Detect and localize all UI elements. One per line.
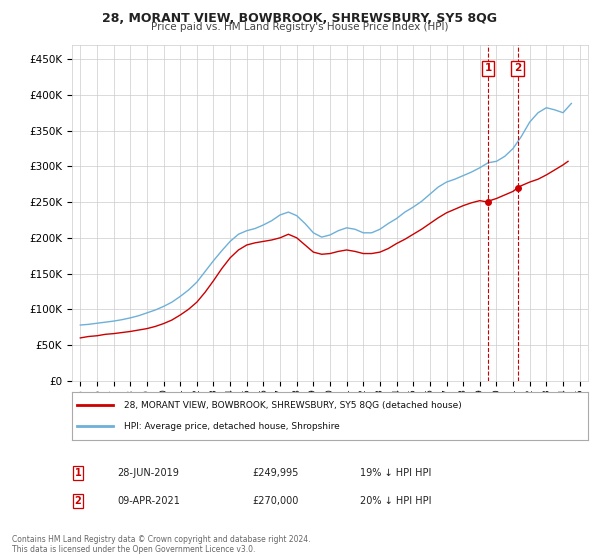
Text: 28, MORANT VIEW, BOWBROOK, SHREWSBURY, SY5 8QG: 28, MORANT VIEW, BOWBROOK, SHREWSBURY, S… — [103, 12, 497, 25]
Text: £270,000: £270,000 — [252, 496, 298, 506]
Text: £249,995: £249,995 — [252, 468, 298, 478]
Text: Price paid vs. HM Land Registry's House Price Index (HPI): Price paid vs. HM Land Registry's House … — [151, 22, 449, 32]
Text: 1: 1 — [74, 468, 82, 478]
Text: 19% ↓ HPI HPI: 19% ↓ HPI HPI — [360, 468, 431, 478]
Text: 2: 2 — [514, 63, 521, 73]
Text: 1: 1 — [484, 63, 491, 73]
Text: 2: 2 — [74, 496, 82, 506]
Text: 09-APR-2021: 09-APR-2021 — [117, 496, 180, 506]
Text: Contains HM Land Registry data © Crown copyright and database right 2024.
This d: Contains HM Land Registry data © Crown c… — [12, 535, 311, 554]
Text: 28-JUN-2019: 28-JUN-2019 — [117, 468, 179, 478]
Text: 20% ↓ HPI HPI: 20% ↓ HPI HPI — [360, 496, 431, 506]
Text: 28, MORANT VIEW, BOWBROOK, SHREWSBURY, SY5 8QG (detached house): 28, MORANT VIEW, BOWBROOK, SHREWSBURY, S… — [124, 401, 461, 410]
Text: HPI: Average price, detached house, Shropshire: HPI: Average price, detached house, Shro… — [124, 422, 340, 431]
